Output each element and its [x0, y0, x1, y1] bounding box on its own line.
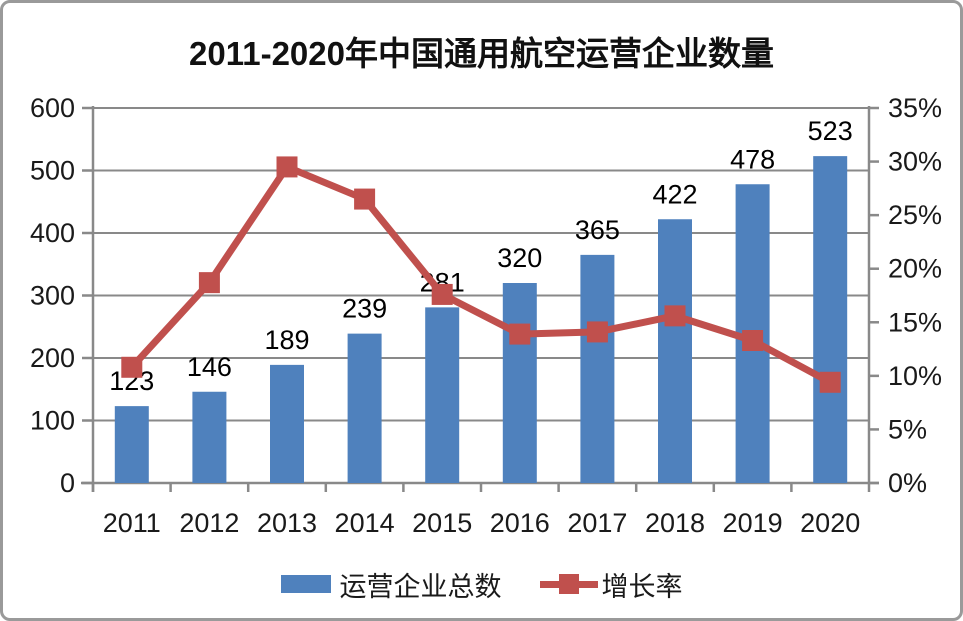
- chart-legend: 运营企业总数 增长率: [3, 563, 960, 605]
- x-axis-label-2014: 2014: [335, 508, 395, 538]
- combo-chart-plot: 0 100 200 300 400 500 600 0% 5% 10% 15% 20% 25% 30% 35…: [30, 93, 942, 538]
- bar-2020: [813, 156, 848, 483]
- bar-value-label-2016: 320: [497, 243, 542, 273]
- x-axis-label-2017: 2017: [567, 508, 627, 538]
- left-axis-tick-label: 400: [30, 218, 75, 248]
- growth-rate-marker-2011: [121, 356, 143, 378]
- legend-item-bar-series: 运营企业总数: [280, 565, 502, 604]
- chart-title: 2011-2020年中国通用航空运营企业数量: [189, 35, 774, 72]
- growth-rate-marker-2013: [276, 156, 298, 178]
- right-axis-tick-label: 20%: [888, 254, 942, 284]
- line-series-swatch-icon: [539, 574, 598, 594]
- left-axis-tick-label: 300: [30, 281, 75, 311]
- bar-value-label-2013: 189: [264, 325, 309, 355]
- growth-rate-line: [128, 163, 834, 386]
- right-axis-tick-label: 30%: [888, 147, 942, 177]
- right-axis-tick-label: 5%: [888, 414, 927, 444]
- left-axis-tick-label: 100: [30, 406, 75, 436]
- bar-value-label-2019: 478: [730, 144, 775, 174]
- legend-label-line-series: 增长率: [601, 571, 683, 602]
- bar-2013: [270, 364, 304, 483]
- bar-2011: [114, 406, 149, 483]
- bar-series-swatch-icon: [280, 575, 331, 593]
- legend-line-marker: [558, 574, 579, 594]
- left-axis-tick-label: 200: [30, 343, 75, 373]
- growth-rate-marker-2012: [198, 272, 220, 294]
- bar-value-label-2018: 422: [652, 179, 697, 209]
- x-axis-label-2015: 2015: [412, 508, 472, 538]
- x-axis-label-2018: 2018: [645, 508, 705, 538]
- legend-item-line-series: 增长率: [539, 565, 683, 604]
- x-axis-label-2012: 2012: [179, 508, 239, 538]
- bar-value-label-2020: 523: [808, 116, 853, 146]
- x-axis-label-2016: 2016: [490, 508, 550, 538]
- bar-2017: [580, 254, 615, 483]
- bar-value-label-2012: 146: [187, 352, 232, 382]
- growth-rate-marker-2019: [742, 330, 764, 351]
- x-axis-label-2019: 2019: [723, 508, 783, 538]
- right-axis-tick-label: 35%: [888, 93, 942, 123]
- bar-2016: [502, 283, 537, 483]
- left-axis-tick-label: 600: [30, 93, 75, 123]
- growth-rate-marker-2014: [354, 188, 376, 210]
- growth-rate-marker-2018: [664, 305, 686, 327]
- right-axis-tick-label: 10%: [888, 361, 942, 391]
- x-axis-label-2011: 2011: [103, 508, 161, 538]
- right-axis-tick-label: 0%: [888, 468, 927, 498]
- growth-rate-marker-2020: [819, 371, 841, 393]
- legend-label-bar-series: 运营企业总数: [339, 571, 502, 602]
- growth-rate-marker-2017: [586, 321, 608, 343]
- bar-2012: [192, 391, 227, 483]
- bar-2015: [425, 307, 460, 483]
- growth-rate-marker-2016: [509, 323, 531, 345]
- left-axis-tick-label: 0: [60, 468, 75, 498]
- bar-value-label-2017: 365: [575, 215, 620, 245]
- right-axis-tick-label: 25%: [888, 200, 942, 230]
- bar-2018: [658, 219, 692, 483]
- bar-value-label-2014: 239: [342, 294, 387, 324]
- right-axis-tick-label: 15%: [888, 307, 942, 337]
- left-axis-tick-label: 500: [30, 156, 75, 186]
- growth-rate-marker-2015: [431, 283, 453, 305]
- bar-2014: [347, 333, 382, 483]
- x-axis-label-2013: 2013: [257, 508, 317, 538]
- x-axis-label-2020: 2020: [800, 508, 860, 538]
